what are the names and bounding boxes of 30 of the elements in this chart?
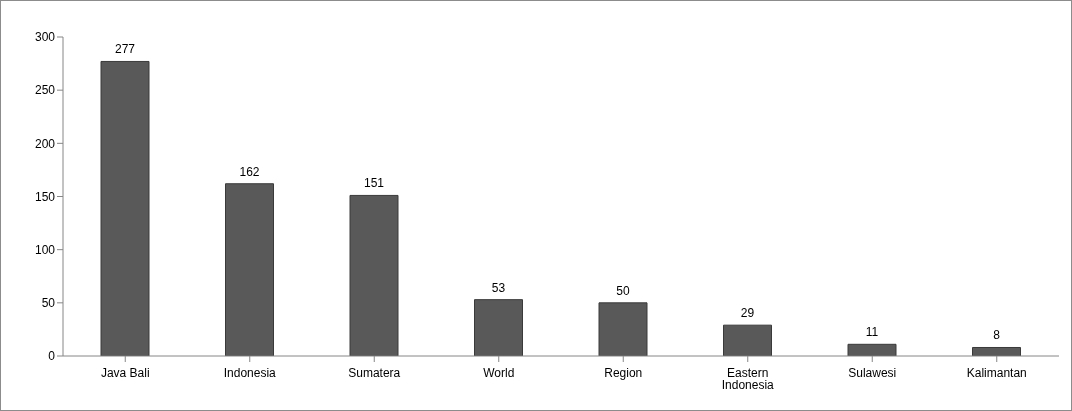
- x-tick-label: World: [483, 365, 515, 380]
- bar: [100, 60, 150, 356]
- x-tick-label: Java Bali: [100, 365, 150, 380]
- data-label: 277: [114, 42, 136, 57]
- bar: [349, 194, 399, 356]
- y-tick-label: 250: [34, 83, 56, 98]
- x-tick-label: Kalimantan: [966, 365, 1027, 380]
- data-label: 162: [239, 164, 260, 179]
- data-label: 11: [865, 325, 879, 340]
- bar: [847, 343, 897, 356]
- y-tick-label: 100: [34, 242, 56, 257]
- data-label: 8: [993, 328, 1001, 343]
- bar: [598, 302, 648, 356]
- y-tick-label: 150: [34, 189, 56, 204]
- y-tick-label: 200: [34, 136, 56, 151]
- y-tick-label: 50: [41, 296, 56, 311]
- bar: [723, 324, 772, 356]
- x-tick-label: Sulawesi: [848, 365, 897, 380]
- data-label: 29: [740, 306, 755, 321]
- x-tick-label: Sumatera: [348, 365, 401, 380]
- data-label: 53: [491, 280, 506, 295]
- bar: [225, 183, 274, 356]
- x-tick-label: Indonesia: [223, 365, 277, 380]
- bar: [474, 299, 523, 356]
- data-label: 151: [363, 176, 385, 191]
- y-tick-label: 0: [48, 349, 56, 364]
- y-tick-label: 300: [34, 30, 56, 45]
- x-tick-label: Eastern Indonesia: [721, 365, 775, 392]
- x-tick-label: Region: [604, 365, 643, 380]
- data-label: 50: [616, 283, 630, 298]
